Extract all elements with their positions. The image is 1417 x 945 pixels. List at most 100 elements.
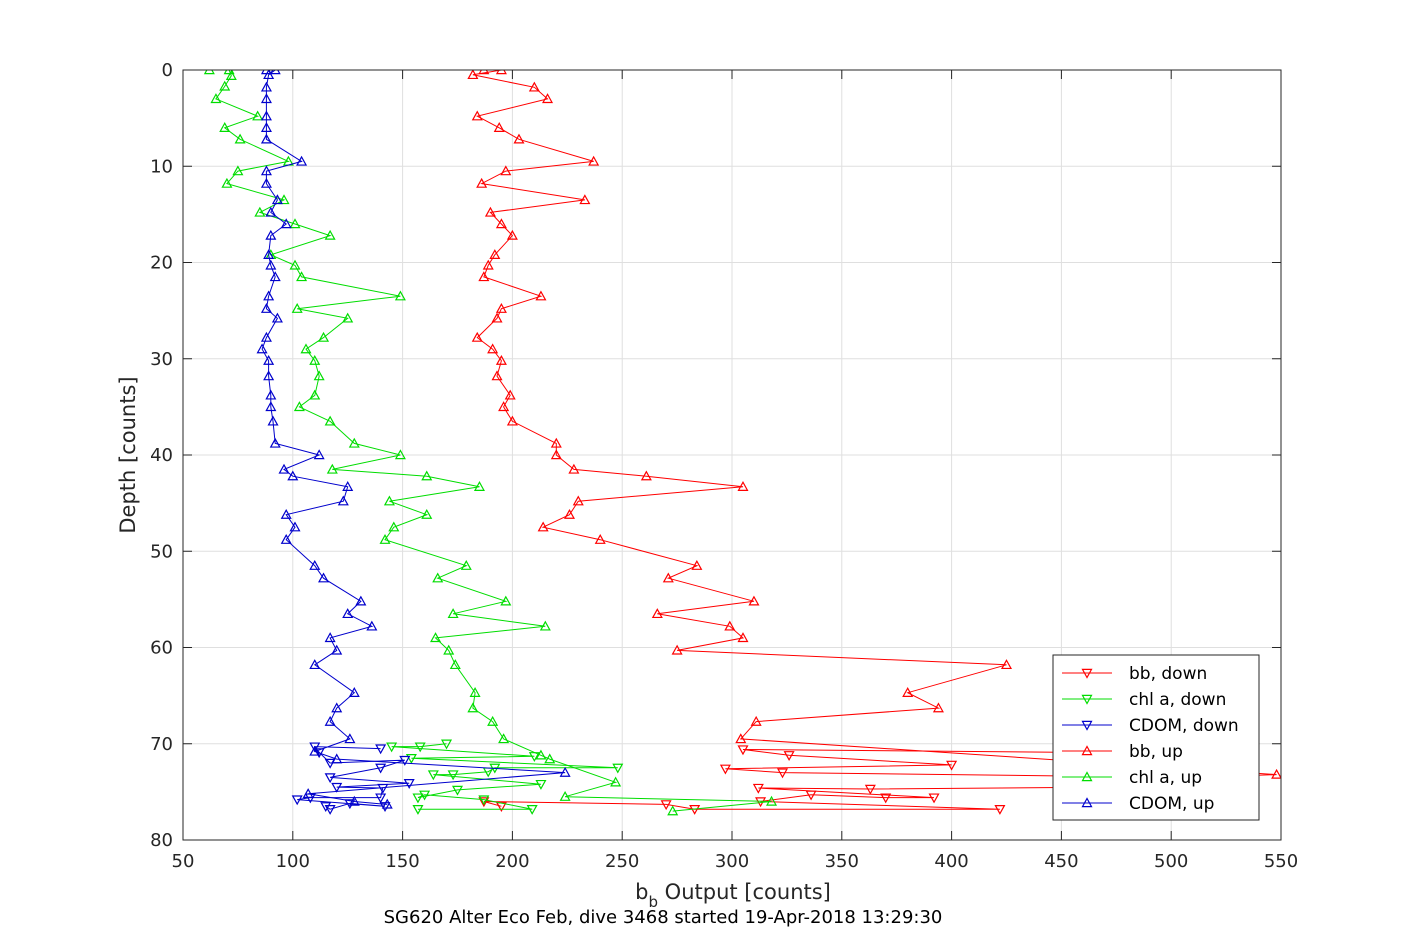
series-layer (203, 70, 1281, 816)
data-point (348, 687, 360, 697)
legend-marker (1081, 745, 1093, 756)
data-point (289, 218, 301, 229)
data-point (430, 632, 442, 643)
data-point (491, 312, 503, 323)
data-point (291, 795, 303, 806)
data-point (467, 70, 479, 80)
data-point (309, 745, 321, 756)
data-point (660, 800, 672, 811)
data-point (403, 779, 415, 789)
data-point (766, 795, 778, 806)
data-point (594, 533, 606, 544)
data-point (537, 521, 549, 532)
data-point (256, 343, 268, 354)
data-point (579, 194, 591, 205)
data-point (263, 370, 275, 381)
x-axis-title-main: b (635, 880, 648, 904)
data-point (221, 177, 233, 188)
data-point (254, 206, 266, 217)
data-point (489, 249, 501, 259)
data-point (487, 343, 499, 354)
data-point (414, 742, 426, 753)
data-point (544, 753, 556, 764)
data-point (506, 229, 518, 240)
data-point (487, 715, 499, 726)
data-point (651, 608, 663, 619)
data-point (342, 608, 354, 619)
data-point (331, 702, 343, 713)
data-point (405, 753, 417, 764)
data-point (719, 764, 731, 775)
data-point (379, 533, 391, 544)
x-tick-label: 350 (825, 851, 859, 872)
data-point (309, 559, 321, 570)
data-point (559, 790, 571, 801)
y-tick-label: 10 (150, 156, 173, 177)
data-point (300, 343, 312, 354)
data-point (265, 229, 277, 240)
y-tick-label: 30 (150, 349, 173, 370)
data-point (495, 302, 507, 313)
data-point (737, 481, 749, 491)
data-point (478, 271, 490, 282)
data-point (260, 133, 272, 144)
data-point (260, 122, 272, 132)
data-point (386, 742, 398, 753)
data-point (318, 331, 330, 342)
series-cdom-up (256, 70, 571, 809)
y-axis-title: Depth [counts] (116, 376, 140, 533)
data-point (513, 133, 525, 144)
data-point (460, 559, 472, 570)
data-point (271, 312, 283, 323)
data-point (528, 81, 540, 92)
data-point (572, 495, 584, 506)
data-point (563, 508, 576, 519)
series-bb-up (467, 70, 1281, 787)
data-point (671, 644, 683, 655)
series-line (209, 70, 772, 812)
x-tick-label: 450 (1044, 851, 1078, 872)
data-point (260, 110, 272, 121)
data-point (318, 572, 330, 583)
data-point (932, 702, 944, 713)
data-point (500, 165, 512, 176)
legend-item: chl a, down (1062, 690, 1226, 710)
data-point (260, 302, 272, 313)
legend-marker (1081, 797, 1093, 808)
data-point (203, 70, 215, 75)
data-point (344, 733, 356, 744)
legend-marker (1081, 720, 1093, 731)
data-point (260, 331, 272, 342)
data-point (542, 93, 554, 104)
ticks: 50 100 150 200 250 300 350 400 450 500 550 0 10 20 30 4… (150, 60, 1298, 872)
data-point (427, 770, 439, 781)
data-point (324, 415, 336, 426)
y-tick-label: 20 (150, 253, 173, 274)
data-point (467, 702, 479, 713)
data-point (691, 559, 703, 570)
data-point (278, 194, 290, 205)
data-point (219, 80, 231, 91)
data-point (302, 788, 314, 799)
legend-box (1052, 654, 1260, 821)
data-point (267, 415, 279, 426)
data-point (331, 644, 343, 655)
data-point (498, 401, 510, 412)
data-point (421, 508, 433, 519)
x-tick-label: 300 (715, 851, 749, 872)
data-point (320, 802, 332, 813)
data-point (399, 755, 411, 766)
data-point (864, 784, 876, 795)
data-point (535, 749, 547, 760)
series-line (261, 70, 566, 805)
x-axis-title-suffix: Output [counts] (658, 880, 831, 904)
data-point (667, 805, 679, 816)
data-point (612, 763, 624, 774)
data-point (432, 572, 444, 583)
data-point (265, 389, 277, 400)
data-point (506, 415, 518, 426)
data-point (355, 595, 367, 606)
x-tick-label: 50 (172, 851, 195, 872)
data-point (495, 354, 507, 365)
legend-label: CDOM, up (1129, 794, 1214, 814)
